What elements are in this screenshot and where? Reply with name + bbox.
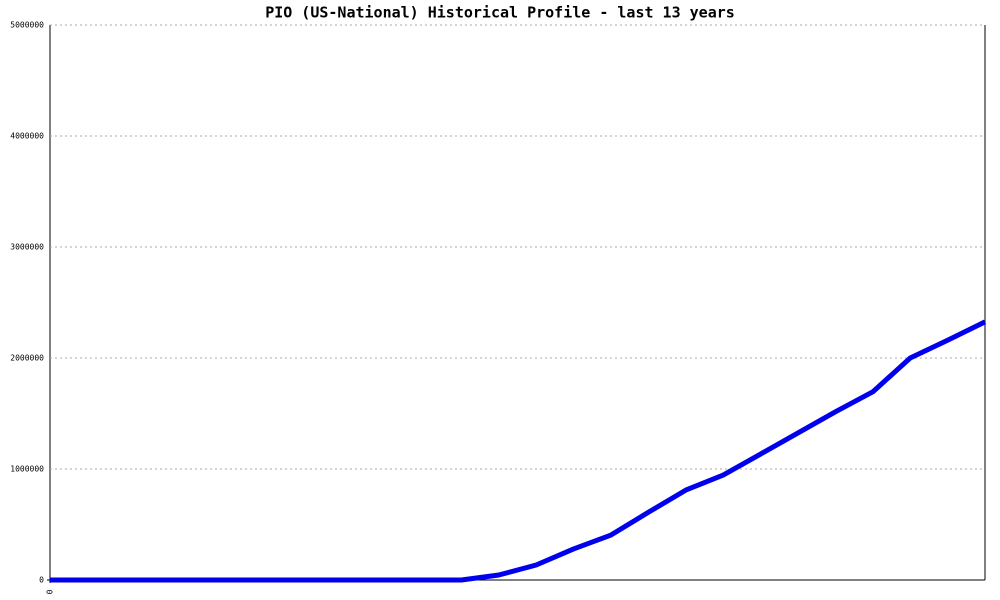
- x-tick-label: 0: [46, 589, 55, 594]
- data-line: [50, 319, 987, 583]
- y-tick-label: 1000000: [10, 465, 44, 474]
- y-tick-label: 2000000: [10, 354, 44, 363]
- y-tick-label: 5000000: [10, 21, 44, 30]
- y-tick-label: 0: [39, 576, 44, 585]
- y-tick-label: 4000000: [10, 132, 44, 141]
- chart-title: PIO (US-National) Historical Profile - l…: [265, 4, 735, 22]
- y-tick-label: 3000000: [10, 243, 44, 252]
